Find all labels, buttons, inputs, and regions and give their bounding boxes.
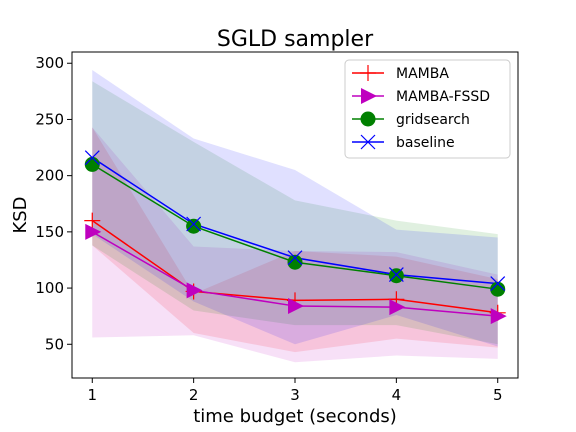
point-gridsearch-2: [186, 218, 202, 234]
point-gridsearch-1: [84, 156, 100, 172]
point-gridsearch-4: [388, 268, 404, 284]
legend-marker-gridsearch: [360, 111, 376, 127]
y-tick-label-50: 50: [45, 335, 64, 353]
point-mamba-fssd-5: [490, 308, 507, 325]
x-tick-label-2: 2: [189, 386, 199, 404]
y-tick-label-300: 300: [35, 54, 64, 72]
point-mamba-fssd-2: [186, 282, 203, 299]
x-axis-label: time budget (seconds): [193, 406, 397, 427]
legend-item-baseline: baseline: [352, 134, 455, 151]
point-gridsearch-3: [287, 254, 303, 270]
point-gridsearch-5: [490, 281, 506, 297]
legend-item-mamba-fssd: MAMBA-FSSD: [352, 88, 490, 105]
point-mamba-1: [84, 212, 101, 229]
legend-marker-mamba: [360, 65, 376, 81]
series-markers: [84, 150, 507, 325]
point-baseline-1: [84, 150, 100, 166]
x-axis-ticks: 1 2 3 4 5: [87, 378, 503, 404]
point-baseline-3: [287, 250, 303, 266]
legend-label-mamba: MAMBA: [396, 66, 449, 82]
legend-box: [344, 59, 511, 159]
y-tick-label-100: 100: [35, 279, 64, 297]
point-baseline-2: [186, 216, 202, 232]
legend-item-gridsearch: gridsearch: [352, 111, 470, 128]
x-tick-label-3: 3: [290, 386, 300, 404]
legend-marker-mamba-fssd: [361, 88, 377, 104]
legend: MAMBA MAMBA-FSSD gridsearch baseline: [344, 59, 511, 159]
y-tick-label-250: 250: [35, 110, 64, 128]
x-tick-label-5: 5: [493, 386, 503, 404]
x-tick-label-1: 1: [87, 386, 97, 404]
point-mamba-fssd-4: [389, 299, 406, 316]
y-tick-label-150: 150: [35, 223, 64, 241]
legend-marker-baseline: [360, 134, 376, 150]
legend-label-mamba-fssd: MAMBA-FSSD: [396, 89, 490, 105]
legend-label-gridsearch: gridsearch: [396, 112, 470, 128]
point-mamba-fssd-3: [288, 298, 304, 315]
legend-item-mamba: MAMBA: [352, 65, 449, 82]
point-baseline-5: [490, 276, 506, 291]
chart-title: SGLD sampler: [217, 27, 374, 52]
y-axis-label: KSD: [10, 196, 31, 233]
x-tick-label-4: 4: [392, 386, 402, 404]
y-tick-label-200: 200: [35, 167, 64, 185]
y-axis-ticks: 50 100 150 200 250 300: [35, 54, 72, 353]
point-baseline-4: [388, 267, 404, 283]
legend-label-baseline: baseline: [396, 135, 455, 151]
point-mamba-fssd-1: [85, 223, 102, 240]
